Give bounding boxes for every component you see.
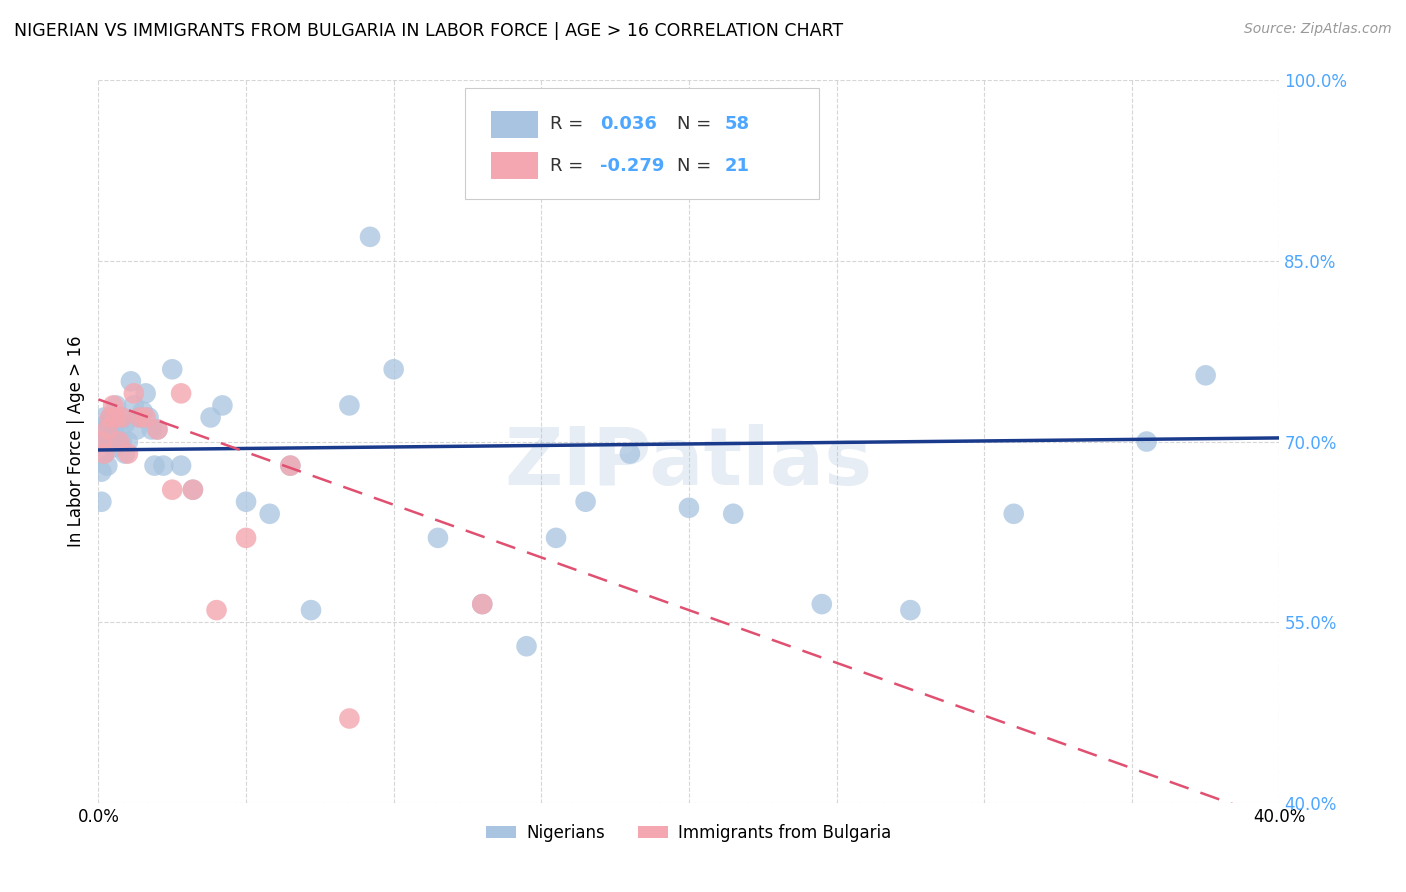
Point <box>117 434 139 449</box>
Point <box>181 483 204 497</box>
Point <box>98 434 121 449</box>
Point <box>96 422 118 436</box>
Point <box>111 410 134 425</box>
Y-axis label: In Labor Force | Age > 16: In Labor Force | Age > 16 <box>66 335 84 548</box>
Point <box>200 410 222 425</box>
Point <box>471 597 494 611</box>
Point <box>120 374 142 388</box>
Point <box>170 386 193 401</box>
Point <box>1002 507 1025 521</box>
Point <box>96 417 118 431</box>
Point <box>619 446 641 460</box>
Point <box>93 410 115 425</box>
Point <box>162 362 183 376</box>
Legend: Nigerians, Immigrants from Bulgaria: Nigerians, Immigrants from Bulgaria <box>479 817 898 848</box>
Point <box>299 603 322 617</box>
Text: NIGERIAN VS IMMIGRANTS FROM BULGARIA IN LABOR FORCE | AGE > 16 CORRELATION CHART: NIGERIAN VS IMMIGRANTS FROM BULGARIA IN … <box>14 22 844 40</box>
Point <box>170 458 193 473</box>
Point <box>546 531 568 545</box>
Point <box>103 422 125 436</box>
Point <box>575 494 598 508</box>
FancyBboxPatch shape <box>491 152 537 179</box>
Point <box>128 410 150 425</box>
Point <box>114 417 136 431</box>
Point <box>211 398 233 412</box>
Point <box>103 441 125 455</box>
Text: R =: R = <box>550 156 589 175</box>
Text: Source: ZipAtlas.com: Source: ZipAtlas.com <box>1244 22 1392 37</box>
Point <box>359 229 381 244</box>
Text: 58: 58 <box>724 115 749 133</box>
Point <box>114 446 136 460</box>
FancyBboxPatch shape <box>464 87 818 200</box>
Point <box>90 434 112 449</box>
Point <box>339 712 361 726</box>
Text: ZIPatlas: ZIPatlas <box>505 425 873 502</box>
Point <box>98 410 121 425</box>
Point <box>146 422 169 436</box>
Text: 0.036: 0.036 <box>600 115 657 133</box>
Point <box>1195 368 1218 383</box>
Point <box>723 507 745 521</box>
Point <box>138 410 160 425</box>
Point <box>96 458 118 473</box>
Point <box>900 603 922 617</box>
Point <box>280 458 302 473</box>
Point <box>152 458 174 473</box>
Point <box>98 410 121 425</box>
Point <box>471 597 494 611</box>
Point <box>427 531 450 545</box>
Point <box>111 410 134 425</box>
Point <box>1136 434 1159 449</box>
Point <box>111 434 134 449</box>
Point <box>135 386 157 401</box>
Point <box>516 639 538 653</box>
Point <box>678 500 700 515</box>
Point <box>235 494 257 508</box>
Point <box>205 603 228 617</box>
Point <box>235 531 257 545</box>
Point <box>96 434 118 449</box>
Point <box>90 434 112 449</box>
Point <box>108 417 131 431</box>
Point <box>141 422 163 436</box>
Point <box>143 458 166 473</box>
FancyBboxPatch shape <box>491 111 537 138</box>
Point <box>259 507 281 521</box>
Point <box>105 417 128 431</box>
Point <box>105 398 128 412</box>
Text: 21: 21 <box>724 156 749 175</box>
Point <box>105 410 128 425</box>
Point <box>122 398 145 412</box>
Point <box>146 422 169 436</box>
Point <box>339 398 361 412</box>
Point <box>93 446 115 460</box>
Point <box>90 465 112 479</box>
Point <box>90 494 112 508</box>
Text: N =: N = <box>678 115 717 133</box>
Text: -0.279: -0.279 <box>600 156 665 175</box>
Point <box>280 458 302 473</box>
Point <box>810 597 832 611</box>
Point <box>122 386 145 401</box>
Point <box>103 398 125 412</box>
Point <box>93 446 115 460</box>
Point <box>162 483 183 497</box>
Point <box>181 483 204 497</box>
Point <box>132 404 155 418</box>
Point <box>117 446 139 460</box>
Point <box>108 434 131 449</box>
Text: N =: N = <box>678 156 717 175</box>
Point <box>128 410 150 425</box>
Point <box>125 422 148 436</box>
Text: R =: R = <box>550 115 589 133</box>
Point <box>135 410 157 425</box>
Point <box>108 434 131 449</box>
Point <box>382 362 405 376</box>
Point <box>93 422 115 436</box>
